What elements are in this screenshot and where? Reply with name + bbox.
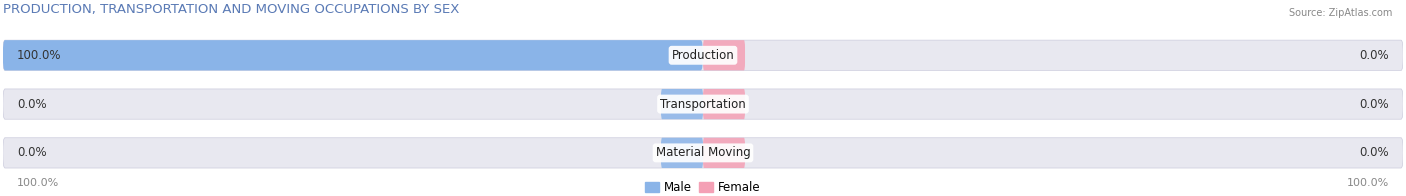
FancyBboxPatch shape [661,89,703,119]
Text: 100.0%: 100.0% [17,49,62,62]
Text: 0.0%: 0.0% [17,146,46,159]
Legend: Male, Female: Male, Female [645,181,761,194]
Text: 0.0%: 0.0% [17,98,46,111]
FancyBboxPatch shape [3,40,703,70]
Text: Transportation: Transportation [661,98,745,111]
Text: Production: Production [672,49,734,62]
Text: 0.0%: 0.0% [1360,49,1389,62]
FancyBboxPatch shape [661,138,703,168]
Text: PRODUCTION, TRANSPORTATION AND MOVING OCCUPATIONS BY SEX: PRODUCTION, TRANSPORTATION AND MOVING OC… [3,3,460,16]
FancyBboxPatch shape [3,89,1403,119]
FancyBboxPatch shape [703,138,745,168]
Text: 100.0%: 100.0% [17,178,59,188]
Text: Source: ZipAtlas.com: Source: ZipAtlas.com [1288,8,1392,18]
Text: 100.0%: 100.0% [1347,178,1389,188]
FancyBboxPatch shape [3,40,1403,70]
Text: 0.0%: 0.0% [1360,146,1389,159]
Text: 0.0%: 0.0% [1360,98,1389,111]
Text: Material Moving: Material Moving [655,146,751,159]
FancyBboxPatch shape [703,40,745,70]
FancyBboxPatch shape [3,138,1403,168]
FancyBboxPatch shape [703,89,745,119]
